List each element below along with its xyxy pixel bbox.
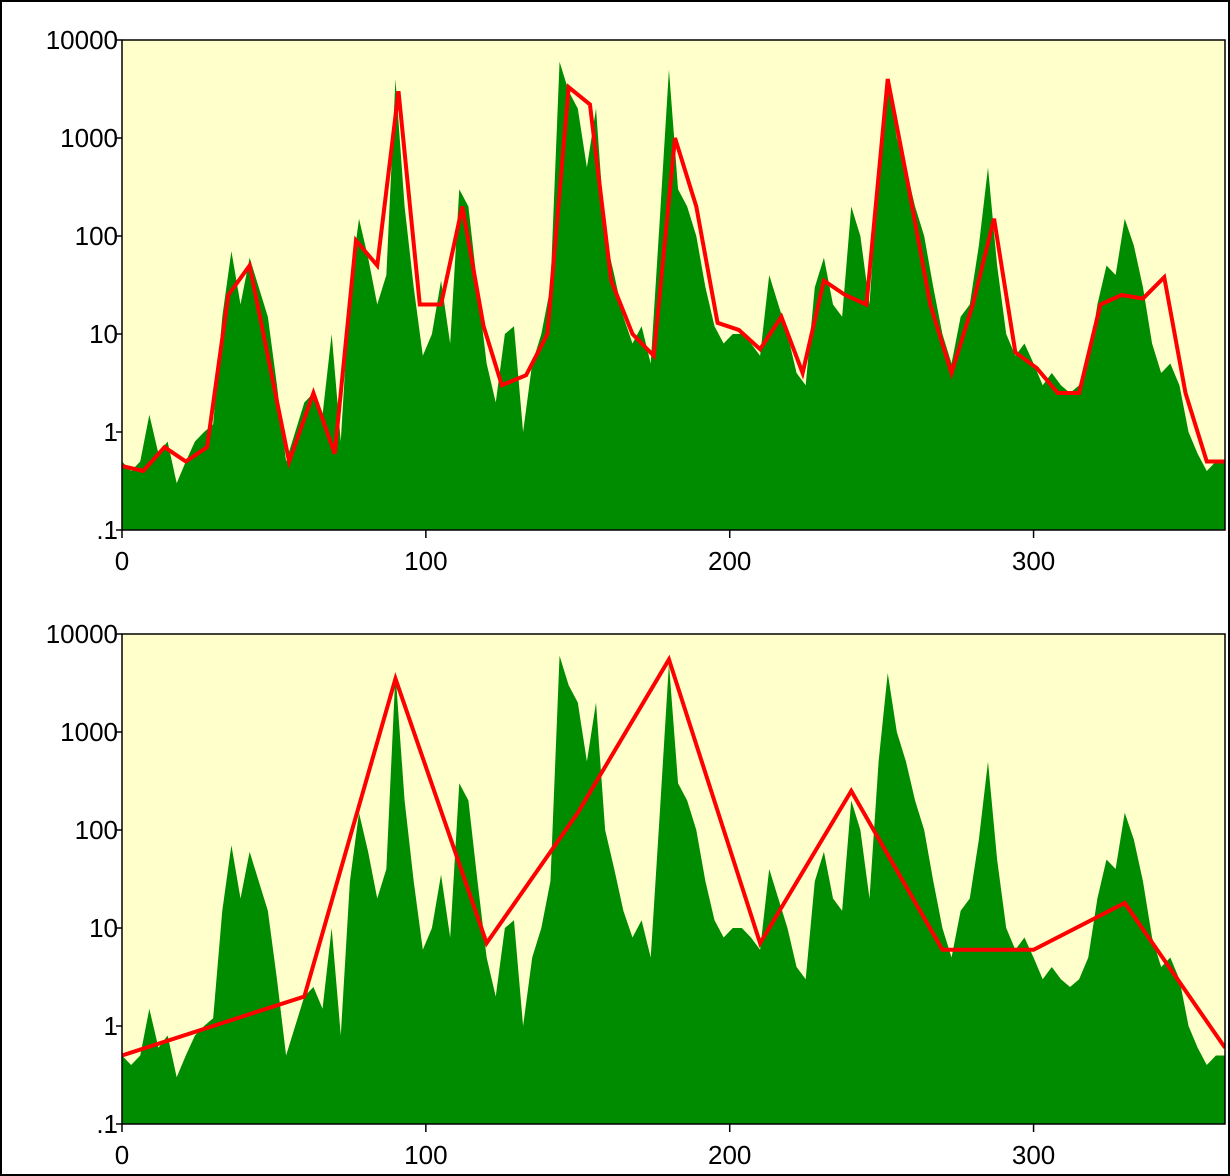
- y-tick-label: 1: [104, 1011, 118, 1041]
- x-tick-label: 100: [404, 546, 447, 576]
- plot-border: [121, 39, 1226, 531]
- line: [122, 654, 1225, 1058]
- x-tick-label: 300: [1012, 1140, 1055, 1170]
- area: [122, 655, 1225, 1124]
- y-tick-label: 10000: [46, 25, 118, 55]
- y-tick-label: .1: [96, 515, 118, 545]
- y-tick-label: 1: [104, 417, 118, 447]
- x-tick-label: 100: [404, 1140, 447, 1170]
- y-tick-label: .1: [96, 1109, 118, 1139]
- y-tick-label: 1000: [60, 123, 118, 153]
- y-tick-label: 100: [75, 815, 118, 845]
- x-tick-label: 200: [708, 546, 751, 576]
- x-tick-label: 0: [115, 546, 129, 576]
- y-tick-label: 100: [75, 221, 118, 251]
- y-tick-label: 1000: [60, 717, 118, 747]
- area: [122, 61, 1225, 530]
- plot-border: [121, 633, 1226, 1125]
- x-tick-label: 0: [115, 1140, 129, 1170]
- y-tick-label: 10000: [46, 619, 118, 649]
- y-tick-label: 10: [89, 913, 118, 943]
- x-tick-label: 300: [1012, 546, 1055, 576]
- y-tick-label: 10: [89, 319, 118, 349]
- x-tick-label: 200: [708, 1140, 751, 1170]
- line: [122, 78, 1225, 474]
